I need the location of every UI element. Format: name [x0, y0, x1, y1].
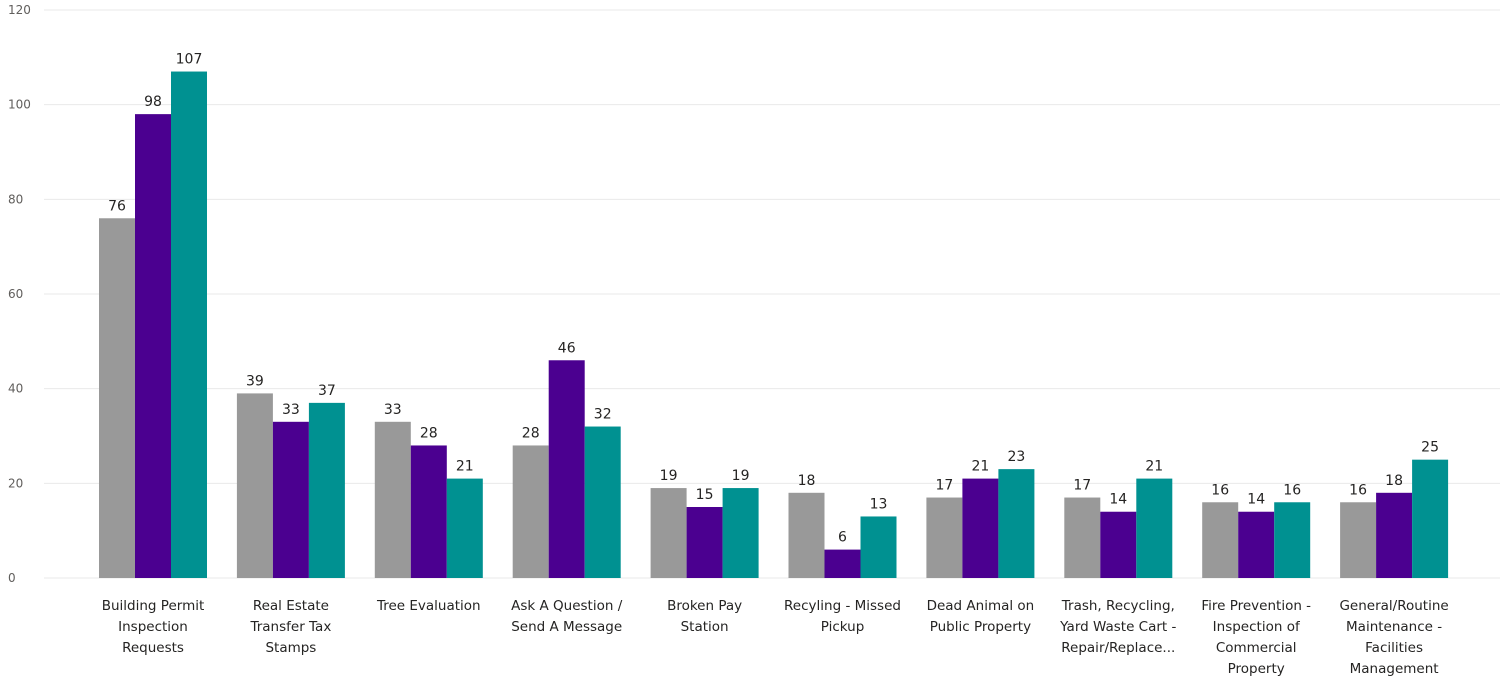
bar: [1412, 459, 1449, 578]
bar: [410, 445, 447, 578]
bar: [650, 488, 687, 578]
x-tick-label: Property: [1228, 661, 1285, 677]
data-label: 18: [798, 473, 816, 489]
x-tick-label: Send A Message: [511, 619, 622, 635]
data-label: 14: [1247, 492, 1265, 508]
x-tick-label: Recyling - Missed: [784, 598, 901, 614]
x-tick-label: Inspection of: [1213, 619, 1301, 635]
x-tick-label: Transfer Tax: [249, 619, 331, 635]
data-label: 28: [420, 425, 438, 441]
x-tick-label: Public Property: [930, 619, 1031, 635]
data-label: 17: [1073, 478, 1091, 494]
y-tick-label: 100: [8, 98, 31, 112]
x-tick-label: Station: [681, 619, 729, 635]
x-tick-label: Ask A Question /: [511, 598, 623, 614]
category-labels: Building Permit Inspection Requests Real Es…: [102, 598, 1449, 677]
y-tick-label: 0: [8, 571, 16, 585]
bar: [1136, 478, 1173, 578]
data-label: 32: [594, 407, 612, 423]
data-labels: 76 98 107 39 33 37 33 28 21 28 46 32 19 15 19 18 6 13 17 21…: [108, 52, 1439, 546]
data-label: 21: [456, 459, 474, 475]
data-label: 25: [1421, 440, 1439, 456]
x-tick-label: Inspection: [118, 619, 188, 635]
x-tick-label: Dead Animal on: [927, 598, 1035, 614]
data-label: 46: [558, 340, 576, 356]
bar: [1376, 492, 1413, 578]
data-label: 15: [696, 487, 714, 503]
bar: [1274, 502, 1311, 578]
x-tick-label: Yard Waste Cart -: [1059, 619, 1176, 635]
x-tick-label: Management: [1350, 661, 1439, 677]
bar: [308, 402, 345, 578]
bar: [1064, 497, 1101, 578]
x-tick-label: Stamps: [265, 640, 316, 656]
x-tick-label: Commercial: [1216, 640, 1297, 656]
data-label: 23: [1007, 449, 1025, 465]
bar: [1238, 511, 1275, 578]
bar: [1100, 511, 1137, 578]
bar: [788, 492, 825, 578]
x-tick-label: Pickup: [821, 619, 865, 635]
bar: [584, 426, 621, 578]
data-label: 33: [384, 402, 402, 418]
data-label: 16: [1211, 482, 1229, 498]
y-tick-label: 40: [8, 382, 23, 396]
bar: [1202, 502, 1239, 578]
bars: [99, 71, 1449, 579]
y-tick-label: 60: [8, 287, 23, 301]
bar: [998, 469, 1035, 578]
data-label: 19: [660, 468, 678, 484]
x-tick-label: Real Estate: [253, 598, 329, 614]
bar: [722, 488, 759, 578]
data-label: 13: [870, 496, 888, 512]
bar: [374, 421, 411, 578]
x-tick-label: Trash, Recycling,: [1061, 598, 1175, 614]
bar: [272, 421, 309, 578]
data-label: 14: [1109, 492, 1127, 508]
bar: [686, 507, 723, 578]
x-tick-label: Tree Evaluation: [376, 598, 481, 614]
x-tick-label: Broken Pay: [667, 598, 742, 614]
x-tick-label: Requests: [122, 640, 184, 656]
data-label: 76: [108, 198, 126, 214]
data-label: 16: [1283, 482, 1301, 498]
data-label: 21: [971, 459, 989, 475]
bar: [446, 478, 483, 578]
x-tick-label: Maintenance -: [1346, 619, 1442, 635]
y-tick-label: 120: [8, 3, 31, 17]
y-tick-label: 20: [8, 476, 23, 490]
data-label: 6: [838, 530, 847, 546]
bar: [171, 71, 207, 579]
data-label: 33: [282, 402, 300, 418]
data-label: 17: [935, 478, 953, 494]
data-label: 18: [1385, 473, 1403, 489]
y-axis-ticks: 0 20 40 60 80 100 120: [8, 3, 31, 585]
data-label: 16: [1349, 482, 1367, 498]
bar: [135, 114, 171, 578]
bar: [860, 516, 897, 578]
bar: [512, 445, 549, 578]
x-tick-label: Fire Prevention -: [1201, 598, 1311, 614]
bar: [926, 497, 963, 578]
data-label: 21: [1145, 459, 1163, 475]
x-tick-label: Building Permit: [102, 598, 205, 614]
x-tick-label: Facilities: [1365, 640, 1423, 656]
x-tick-label: Repair/Replace...: [1061, 640, 1175, 656]
data-label: 98: [144, 94, 162, 110]
data-label: 39: [246, 373, 264, 389]
data-label: 19: [732, 468, 750, 484]
bar: [962, 478, 999, 578]
y-tick-label: 80: [8, 192, 23, 206]
data-label: 107: [176, 52, 203, 68]
bar: [99, 218, 135, 578]
data-label: 28: [522, 425, 540, 441]
bar: [236, 393, 273, 578]
bar: [1340, 502, 1377, 578]
data-label: 37: [318, 383, 336, 399]
bar: [824, 549, 861, 578]
x-tick-label: General/Routine: [1339, 598, 1448, 614]
bar: [548, 360, 585, 578]
